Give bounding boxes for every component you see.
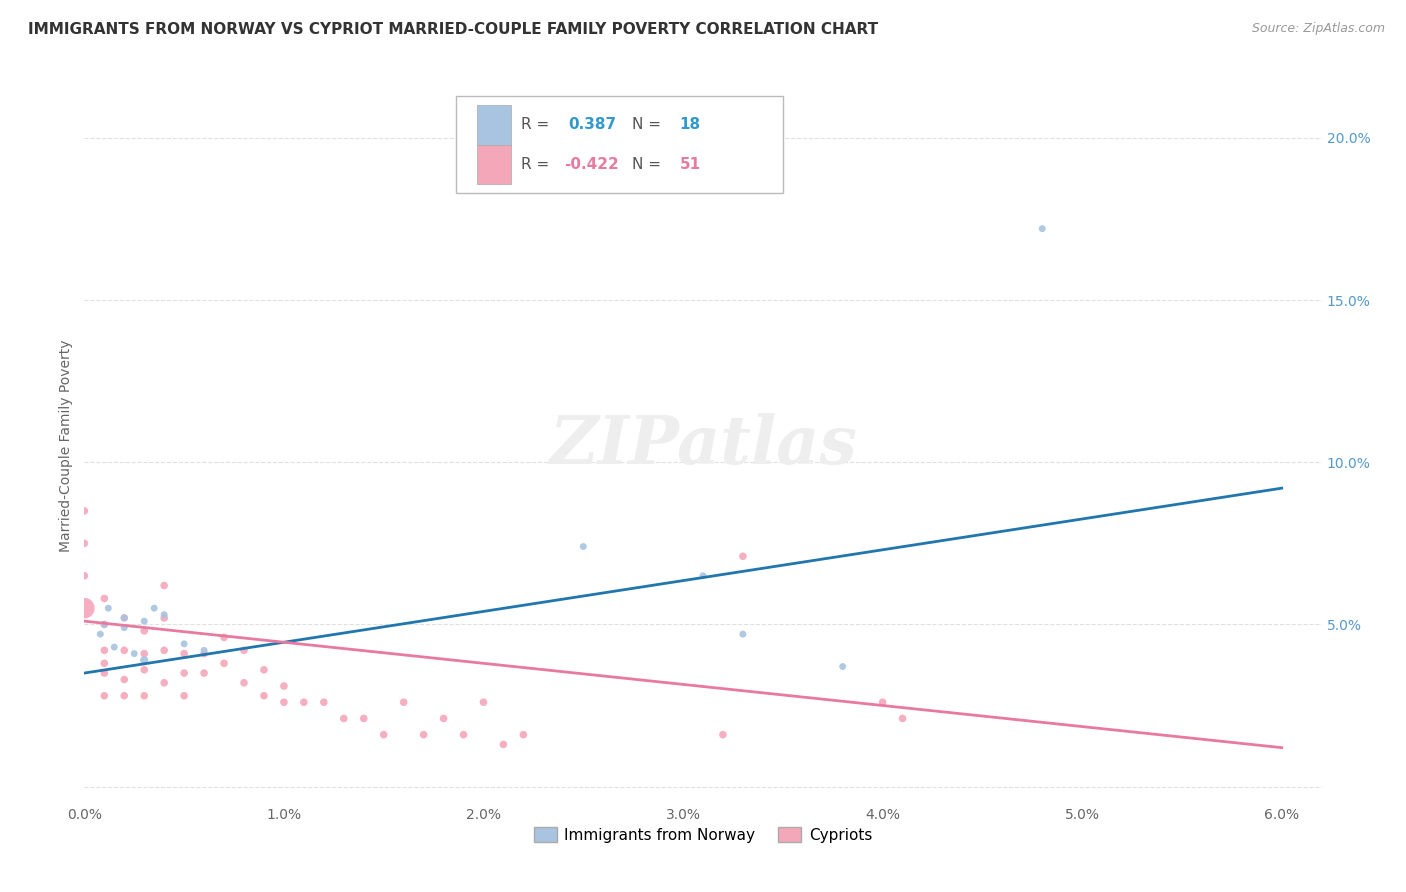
Point <box>89 627 111 641</box>
Point <box>134 647 156 661</box>
Point <box>112 689 135 703</box>
FancyBboxPatch shape <box>456 96 783 193</box>
Point <box>412 728 434 742</box>
Point <box>692 568 714 582</box>
Point <box>112 621 135 635</box>
Point <box>153 643 176 657</box>
Text: 51: 51 <box>679 157 700 171</box>
Text: N =: N = <box>633 118 661 132</box>
Point <box>93 617 115 632</box>
Point <box>173 689 195 703</box>
Point <box>253 663 276 677</box>
Point <box>153 675 176 690</box>
Point <box>73 504 96 518</box>
Point <box>93 617 115 632</box>
Point <box>353 711 375 725</box>
Point <box>73 601 96 615</box>
Text: R =: R = <box>522 118 550 132</box>
Point <box>173 637 195 651</box>
Point <box>134 624 156 638</box>
Point <box>73 536 96 550</box>
Point <box>134 653 156 667</box>
Legend: Immigrants from Norway, Cypriots: Immigrants from Norway, Cypriots <box>527 821 879 848</box>
FancyBboxPatch shape <box>477 105 512 145</box>
Point <box>512 728 534 742</box>
Point <box>392 695 415 709</box>
Point <box>233 675 256 690</box>
Point <box>212 657 235 671</box>
Point <box>93 689 115 703</box>
Point <box>97 601 120 615</box>
Point <box>112 611 135 625</box>
Point <box>253 689 276 703</box>
Point <box>93 666 115 681</box>
Point <box>731 627 754 641</box>
Point <box>73 568 96 582</box>
Point <box>112 673 135 687</box>
Point <box>1031 221 1053 235</box>
Y-axis label: Married-Couple Family Poverty: Married-Couple Family Poverty <box>59 340 73 552</box>
Point <box>432 711 454 725</box>
Point <box>93 591 115 606</box>
Point <box>193 647 215 661</box>
Text: Source: ZipAtlas.com: Source: ZipAtlas.com <box>1251 22 1385 36</box>
Point <box>173 666 195 681</box>
Point <box>93 657 115 671</box>
Point <box>134 614 156 628</box>
Point <box>153 611 176 625</box>
FancyBboxPatch shape <box>477 145 512 184</box>
Point <box>472 695 495 709</box>
Text: -0.422: -0.422 <box>564 157 619 171</box>
Text: 0.387: 0.387 <box>568 118 616 132</box>
Point <box>492 738 515 752</box>
Point <box>103 640 125 654</box>
Point <box>153 578 176 592</box>
Point <box>122 647 145 661</box>
Point <box>292 695 315 709</box>
Point <box>112 611 135 625</box>
Point <box>143 601 166 615</box>
Text: N =: N = <box>633 157 661 171</box>
Text: R =: R = <box>522 157 550 171</box>
Point <box>333 711 356 725</box>
Point <box>373 728 395 742</box>
Point <box>193 666 215 681</box>
Point <box>872 695 894 709</box>
Point <box>453 728 475 742</box>
Text: IMMIGRANTS FROM NORWAY VS CYPRIOT MARRIED-COUPLE FAMILY POVERTY CORRELATION CHAR: IMMIGRANTS FROM NORWAY VS CYPRIOT MARRIE… <box>28 22 879 37</box>
Point <box>572 540 595 554</box>
Point <box>233 643 256 657</box>
Point <box>93 643 115 657</box>
Point <box>134 663 156 677</box>
Point <box>212 631 235 645</box>
Point <box>711 728 734 742</box>
Point <box>134 689 156 703</box>
Point <box>312 695 335 709</box>
Point <box>273 695 295 709</box>
Point <box>891 711 914 725</box>
Point <box>153 607 176 622</box>
Point <box>831 659 853 673</box>
Point <box>731 549 754 564</box>
Point <box>112 643 135 657</box>
Point <box>273 679 295 693</box>
Text: ZIPatlas: ZIPatlas <box>550 414 856 478</box>
Text: 18: 18 <box>679 118 700 132</box>
Point <box>173 647 195 661</box>
Point <box>193 643 215 657</box>
